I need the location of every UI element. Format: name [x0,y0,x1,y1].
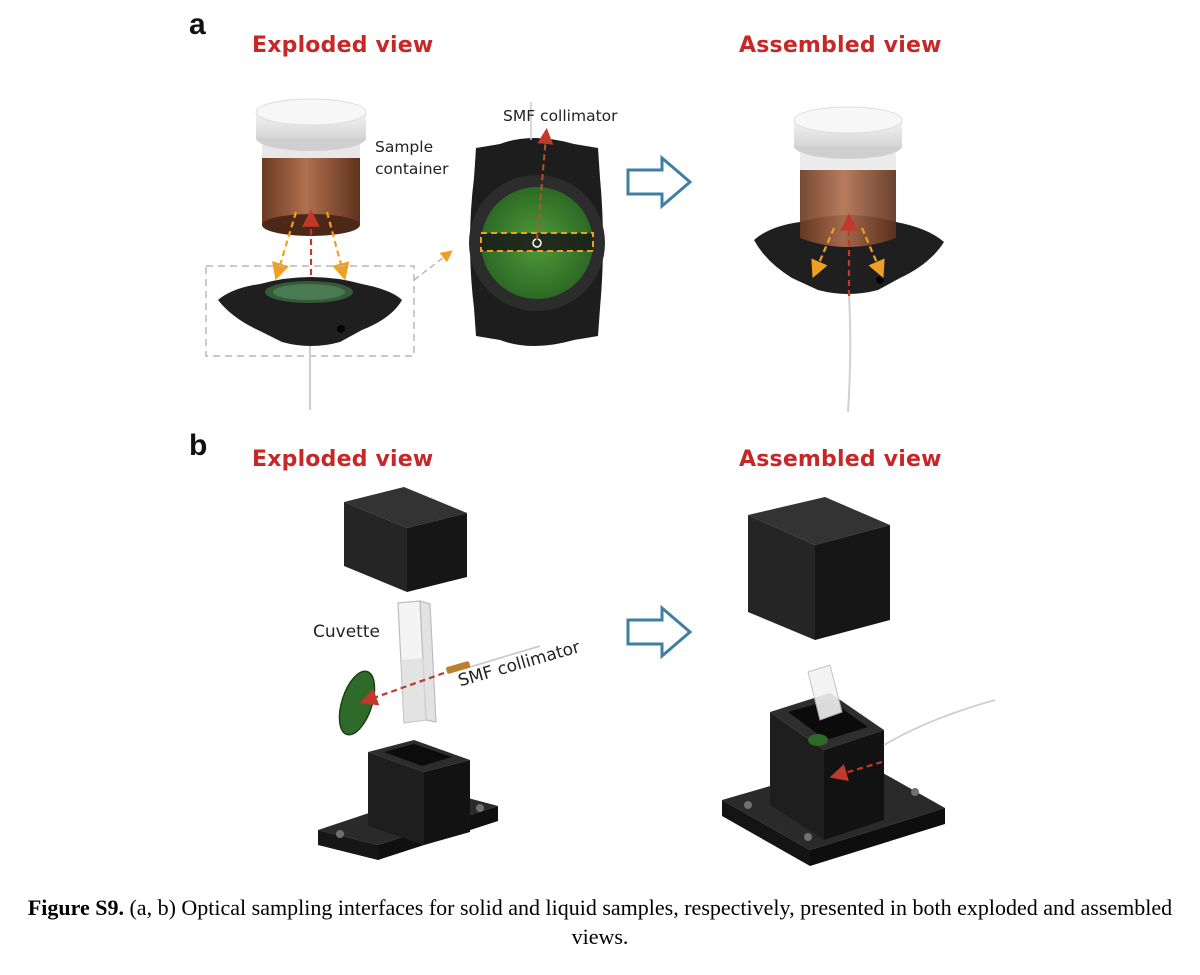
panel-a-beam-arrows [272,209,350,285]
panel-a-exploded-title: Exploded view [252,33,434,58]
panel-a-zoom-connector [413,250,453,281]
panel-a-sample-container [255,98,367,236]
figure-artwork [205,98,996,866]
panel-b-assembled-mount [722,664,996,866]
panel-b-collimator [359,645,541,706]
sample-container-label-line1: Sample [375,138,434,156]
panel-a-housing-top-view [469,102,605,346]
panel-a-letter: a [189,8,206,41]
panel-a-collimator-label: SMF collimator [503,107,618,125]
figure-caption-text: (a, b) Optical sampling interfaces for s… [123,895,1173,949]
panel-a-assembled [754,106,944,413]
panel-b-base-mount [318,740,498,860]
figure-caption: Figure S9. (a, b) Optical sampling inter… [0,893,1200,951]
panel-b-assembled-title: Assembled view [739,447,942,472]
panel-a-transition-arrow [626,154,693,210]
cuvette-label: Cuvette [313,622,380,642]
panel-b-cuvette [397,600,437,724]
panel-b-green-filter [338,670,376,736]
panel-b-top-block [344,487,467,592]
panel-b-assembled-top-block [748,497,890,640]
panel-b-letter: b [189,429,208,462]
figure-caption-label: Figure S9. [27,895,124,920]
panel-b-transition-arrow [626,604,693,660]
panel-a-assembled-title: Assembled view [739,33,942,58]
sample-container-label-line2: container [375,160,449,178]
panel-b-exploded-title: Exploded view [252,447,434,472]
panel-a-housing-exploded [205,265,415,410]
